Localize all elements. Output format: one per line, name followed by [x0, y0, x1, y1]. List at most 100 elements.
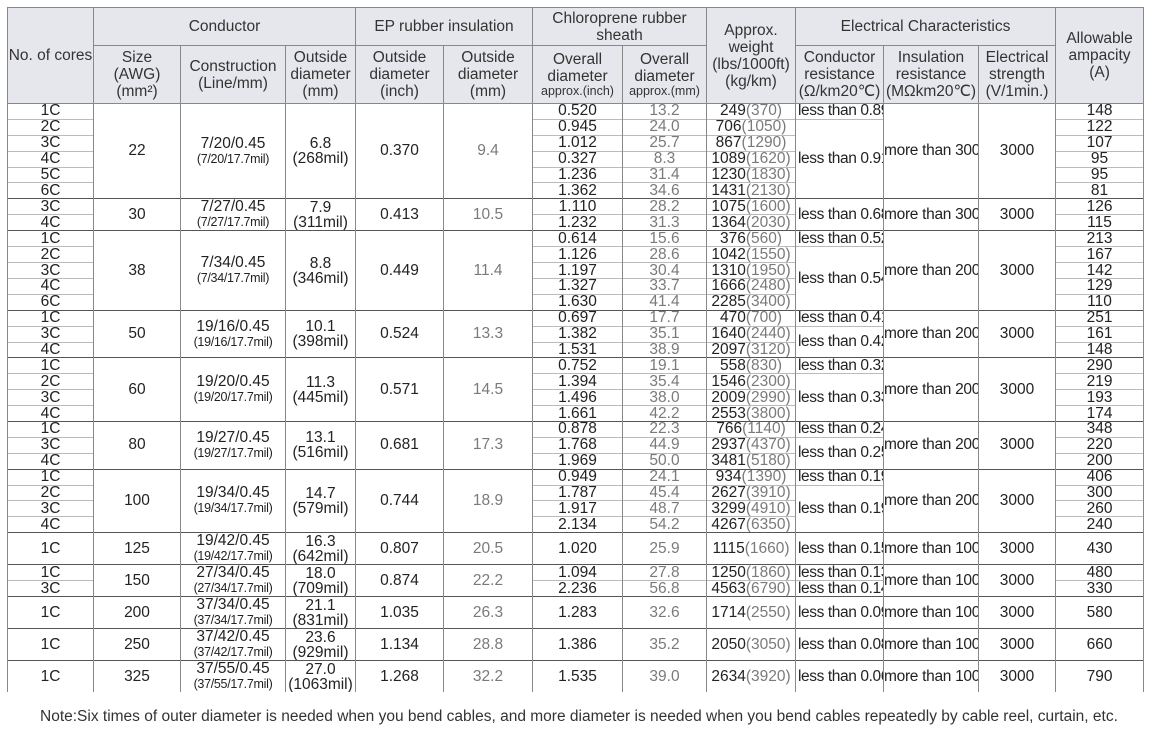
ep-mm: 32.2 [443, 660, 533, 693]
weight-kg: (3920) [745, 667, 791, 685]
overall-mm: 38.9 [621, 341, 708, 358]
weight: 1310(1950) [706, 262, 797, 279]
weight-kg: (5180) [745, 453, 791, 470]
ampacity: 95 [1055, 150, 1145, 168]
overall-inch: 0.697 [532, 309, 623, 327]
weight: 2097(3120) [706, 341, 797, 358]
weight: 766(1140) [706, 421, 797, 438]
weight-lbs: 1230 [711, 167, 746, 183]
overall-mm: 25.9 [621, 532, 708, 565]
od-mil: (346mil) [292, 269, 349, 287]
overall-inch: 1.969 [532, 452, 623, 470]
overall-inch: 0.752 [532, 357, 623, 374]
overall-mm: 41.4 [621, 293, 708, 311]
weight-lbs: 706 [715, 119, 742, 136]
header-cell: Allowable ampacity (A) [1055, 7, 1145, 104]
conductor-resistance: less than 0.140 [795, 580, 885, 597]
header-text: Overall diameter [547, 51, 608, 85]
od-mm: 14.7 [305, 484, 336, 502]
ep-mm: 20.5 [443, 532, 533, 565]
weight: 934(1390) [706, 468, 797, 486]
table-row: 1C 60 19/20/0.45 (19/20/17.7mil) 11.3 (445mil… [7, 357, 1145, 422]
weight-kg: (1860) [745, 564, 791, 581]
table-row: 1C 250 37/42/0.45 (37/42/17.7mil) 23.6 (929mi… [7, 628, 1145, 661]
construction: 19/42/0.45 (19/42/17.7mil) [180, 532, 286, 565]
cores: 4C [7, 516, 94, 533]
outside-diameter: 27.0 (1063mil) [285, 660, 356, 693]
conductor-resistance: less than 0.339 [795, 373, 885, 422]
cores: 2C [7, 246, 94, 263]
overall-mm: 34.6 [621, 182, 708, 199]
table-row: 4C 1.327 33.7 1666(2480) 129 [7, 278, 1145, 295]
overall-mm: 38.0 [621, 389, 708, 406]
ep-mm: 14.5 [443, 357, 533, 422]
outside-diameter: 14.7 (579mil) [285, 468, 356, 533]
ampacity: 148 [1055, 341, 1145, 358]
od-mil: (929mil) [292, 643, 349, 661]
weight-kg: (1620) [745, 151, 791, 168]
ampacity: 213 [1055, 230, 1145, 247]
overall-mm: 30.4 [621, 262, 708, 279]
size: 22 [93, 102, 181, 199]
electrical-strength: 3000 [978, 421, 1057, 470]
overall-mm: 15.6 [621, 230, 708, 247]
weight-kg: (6790) [745, 580, 791, 597]
overall-inch: 1.327 [532, 278, 623, 295]
ampacity: 115 [1055, 214, 1145, 231]
od-mil: (1063mil) [288, 675, 353, 693]
ampacity: 122 [1055, 118, 1145, 136]
ampacity: 219 [1055, 373, 1145, 390]
overall-mm: 56.8 [621, 580, 708, 597]
weight-kg: (2990) [745, 389, 791, 406]
insulation-resistance: more than 100 [883, 660, 980, 693]
ampacity: 95 [1055, 166, 1145, 183]
header-cell: Electrical strength (V/1min.) [978, 45, 1057, 104]
ampacity: 193 [1055, 389, 1145, 406]
weight-kg: (1950) [745, 262, 791, 279]
weight-lbs: 2285 [711, 294, 746, 311]
table-row: 3C 1.917 48.7 3299(4910) 260 [7, 500, 1145, 517]
od-mil: (831mil) [292, 611, 349, 629]
ampacity: 260 [1055, 500, 1145, 517]
overall-inch: 1.020 [532, 532, 623, 565]
table-row: 1C 22 7/20/0.45 (7/20/17.7mil) 6.8 (268mil) 0.… [7, 102, 1145, 199]
weight-kg: (1600) [745, 198, 791, 215]
table-row: 6C 1.630 41.4 2285(3400) 110 [7, 293, 1145, 311]
cores: 1C [7, 564, 94, 581]
ampacity: 330 [1055, 580, 1145, 597]
weight-lbs: 558 [719, 357, 746, 374]
header-cell: Conductor resistance (Ω/km20℃) [795, 45, 885, 104]
electrical-strength: 3000 [978, 309, 1057, 358]
od-mil: (642mil) [292, 547, 349, 565]
overall-mm: 39.0 [621, 660, 708, 693]
weight: 2937(4370) [706, 436, 797, 454]
conductor-resistance: less than 0.243 [795, 421, 885, 438]
construction-main: 19/42/0.45 [196, 532, 270, 550]
overall-mm: 25.7 [621, 134, 708, 152]
overall-mm: 13.2 [621, 103, 708, 120]
overall-mm: 28.6 [621, 246, 708, 263]
insulation-resistance: more than 200 [883, 468, 980, 533]
ampacity: 240 [1055, 516, 1145, 533]
ampacity: 406 [1055, 468, 1145, 486]
overall-mm: 19.1 [621, 357, 708, 374]
note: Note:Six times of outer diameter is need… [40, 708, 1118, 725]
weight-lbs: 1042 [711, 246, 746, 263]
cores: 3C [7, 134, 94, 152]
od-mm: 16.3 [305, 532, 336, 550]
size: 150 [93, 564, 181, 597]
weight: 1230(1830) [706, 166, 797, 183]
weight-lbs: 1089 [711, 151, 746, 168]
overall-mm: 28.2 [621, 198, 708, 215]
ep-inch: 0.413 [355, 198, 444, 231]
cores: 1C [7, 596, 94, 629]
cores: 6C [7, 182, 94, 199]
ampacity: 430 [1055, 532, 1145, 565]
weight-kg: (2480) [745, 278, 791, 295]
construction-detail: (37/34/17.7mil) [193, 613, 273, 628]
header-cell: Outside diameter (mm) [285, 45, 356, 104]
table-row: 4C 2.134 54.2 4267(6350) 240 [7, 516, 1145, 533]
